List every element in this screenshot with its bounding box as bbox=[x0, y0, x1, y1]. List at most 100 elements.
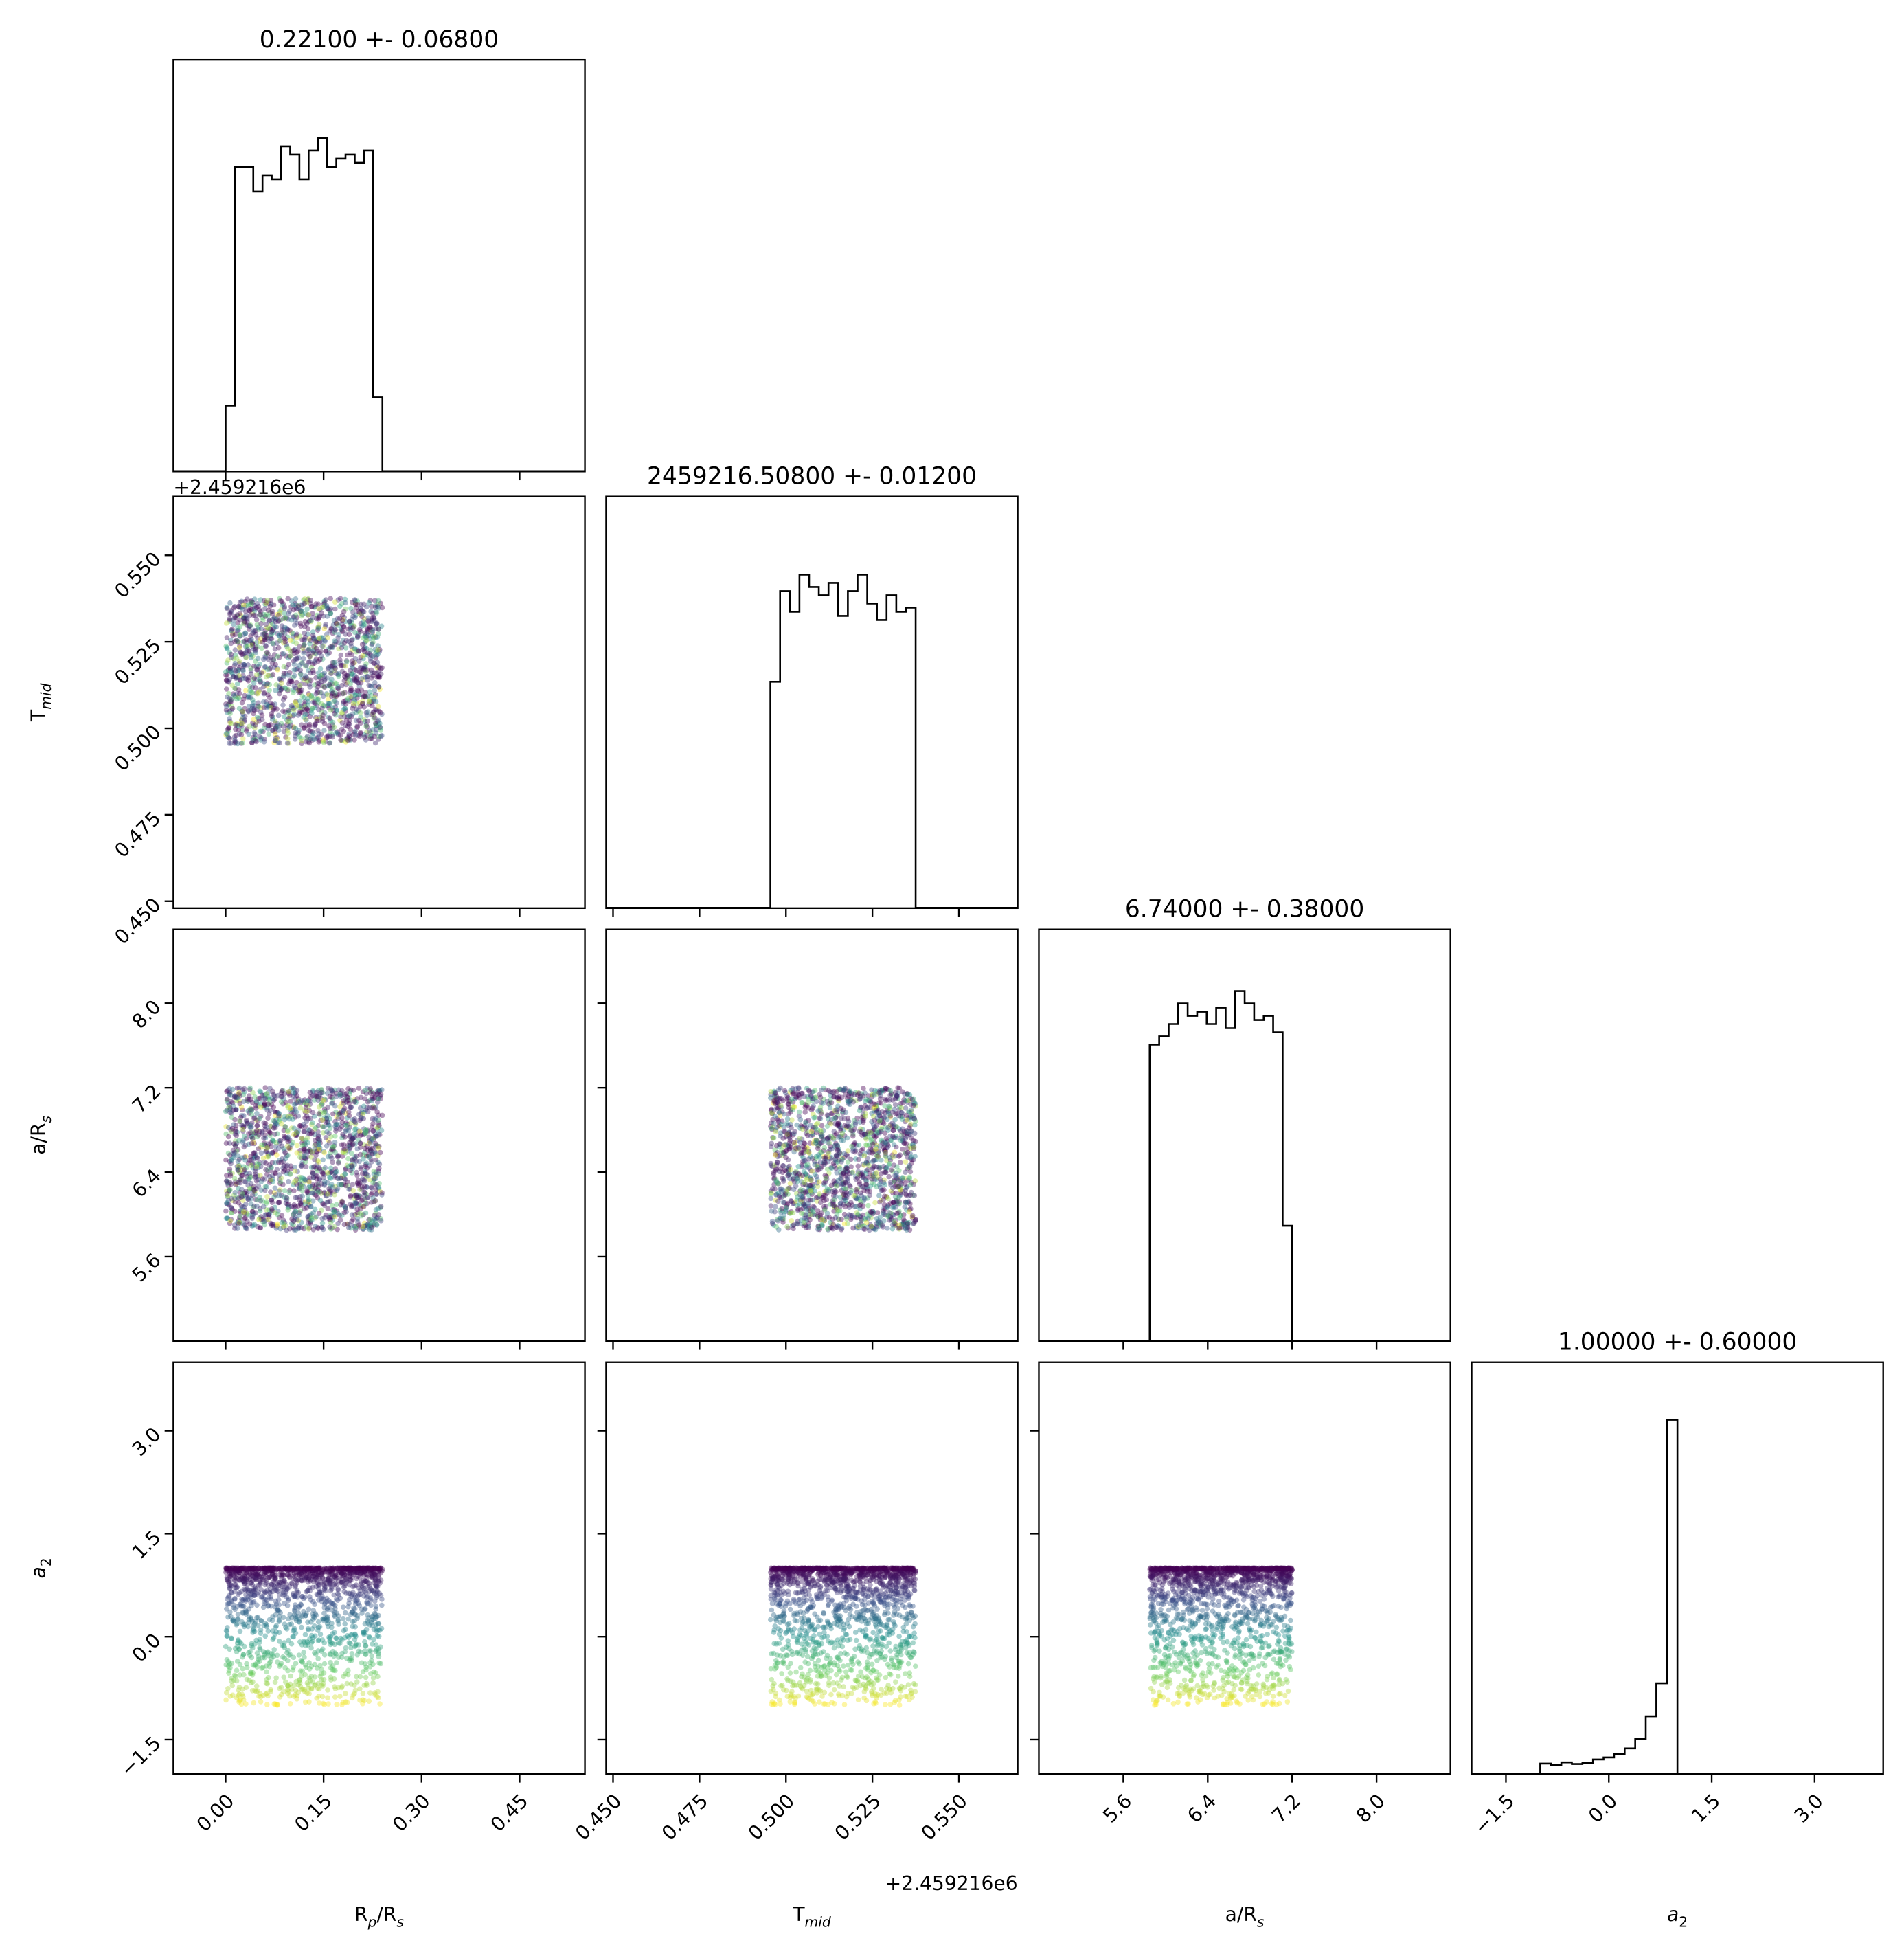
scatter-point bbox=[347, 650, 353, 656]
scatter-point bbox=[310, 1164, 317, 1170]
scatter-point bbox=[359, 607, 365, 613]
scatter-point bbox=[332, 626, 338, 632]
scatter-point bbox=[777, 1141, 782, 1147]
scatter-point bbox=[341, 690, 346, 696]
scatter-point bbox=[898, 1105, 905, 1111]
scatter-point bbox=[303, 673, 308, 679]
scatter-point bbox=[333, 693, 339, 699]
scatter-point bbox=[799, 1149, 804, 1156]
scatter-point bbox=[280, 629, 286, 636]
scatter-point bbox=[309, 695, 315, 701]
scatter-point bbox=[326, 664, 332, 671]
scatter-point bbox=[255, 635, 260, 641]
scatter-point bbox=[257, 687, 263, 693]
scatter-point bbox=[231, 686, 238, 691]
scatter-point bbox=[282, 615, 288, 620]
scatter-point bbox=[333, 712, 339, 718]
scatter-point bbox=[363, 664, 368, 670]
scatter-point bbox=[768, 1191, 774, 1197]
scatter-point bbox=[313, 601, 319, 607]
scatter-point bbox=[258, 679, 264, 684]
scatter-point bbox=[281, 728, 287, 734]
scatter-point bbox=[315, 658, 321, 664]
scatter-point bbox=[225, 646, 230, 652]
scatter-point bbox=[317, 737, 322, 743]
scatter-point bbox=[821, 1180, 827, 1186]
scatter-point bbox=[228, 608, 234, 614]
scatter-point bbox=[894, 1211, 900, 1216]
scatter-point bbox=[321, 600, 328, 606]
scatter-point bbox=[330, 630, 336, 636]
scatter-point bbox=[306, 677, 312, 683]
scatter-point bbox=[350, 647, 355, 653]
scatter-point bbox=[301, 1154, 307, 1159]
scatter-point bbox=[223, 1208, 229, 1214]
scatter-point bbox=[238, 1194, 245, 1200]
scatter-point bbox=[339, 1119, 345, 1125]
scatter-point bbox=[374, 1182, 380, 1188]
scatter-point bbox=[261, 1135, 267, 1141]
scatter-point bbox=[310, 636, 316, 642]
scatter-point bbox=[255, 655, 261, 662]
scatter-point bbox=[251, 703, 257, 708]
scatter-point bbox=[287, 713, 293, 719]
scatter-point bbox=[363, 645, 370, 651]
scatter-point bbox=[280, 1169, 286, 1175]
scatter-point bbox=[241, 616, 247, 621]
scatter-point bbox=[301, 726, 307, 732]
scatter-point bbox=[910, 1138, 916, 1143]
scatter-point bbox=[296, 655, 302, 661]
scatter-point bbox=[234, 691, 240, 697]
scatter-point bbox=[352, 1099, 357, 1105]
scatter-point bbox=[370, 727, 376, 732]
scatter-point bbox=[299, 687, 305, 693]
scatter-point bbox=[310, 737, 315, 743]
scatter-point bbox=[356, 648, 362, 654]
scatter-point bbox=[245, 678, 251, 684]
scatter-point bbox=[242, 1158, 248, 1163]
scatter-point bbox=[291, 634, 296, 640]
scatter-point bbox=[286, 723, 293, 730]
scatter-point bbox=[350, 711, 356, 717]
scatter-point bbox=[282, 1188, 288, 1193]
scatter-point bbox=[299, 741, 305, 747]
scatter-point bbox=[296, 703, 302, 709]
scatter-point bbox=[252, 1171, 258, 1177]
scatter-point bbox=[323, 649, 329, 654]
scatter-point bbox=[291, 647, 297, 653]
scatter-point bbox=[375, 704, 381, 710]
scatter-point bbox=[374, 675, 380, 680]
scatter-point bbox=[345, 714, 350, 719]
scatter-point bbox=[225, 701, 231, 708]
scatter-point bbox=[297, 705, 303, 710]
scatter-point bbox=[266, 618, 272, 624]
scatter-point bbox=[279, 1143, 285, 1149]
scatter-point bbox=[338, 652, 344, 658]
scatter-point bbox=[226, 1092, 232, 1097]
scatter-point bbox=[252, 725, 258, 731]
scatter-point bbox=[275, 631, 281, 637]
scatter-point bbox=[241, 616, 247, 621]
scatter-point bbox=[335, 1211, 341, 1216]
scatter-point bbox=[363, 1107, 369, 1113]
scatter-point bbox=[269, 703, 275, 708]
scatter-point bbox=[374, 604, 381, 609]
scatter-point bbox=[343, 638, 350, 644]
scatter-point bbox=[263, 699, 269, 705]
scatter-point bbox=[900, 1100, 906, 1105]
scatter-point bbox=[265, 692, 271, 697]
scatter-point bbox=[261, 611, 267, 618]
scatter-point bbox=[246, 1176, 251, 1182]
scatter-point bbox=[288, 704, 295, 710]
scatter-point bbox=[277, 638, 282, 644]
scatter-point bbox=[283, 686, 288, 692]
scatter-point bbox=[315, 1173, 320, 1179]
scatter-point bbox=[345, 695, 351, 701]
scatter-point bbox=[354, 723, 360, 730]
scatter-point bbox=[275, 721, 280, 727]
scatter-point bbox=[349, 671, 354, 677]
scatter-point bbox=[862, 1226, 868, 1232]
scatter-point bbox=[345, 638, 352, 644]
scatter-point bbox=[870, 1150, 875, 1156]
scatter-point bbox=[328, 664, 334, 669]
